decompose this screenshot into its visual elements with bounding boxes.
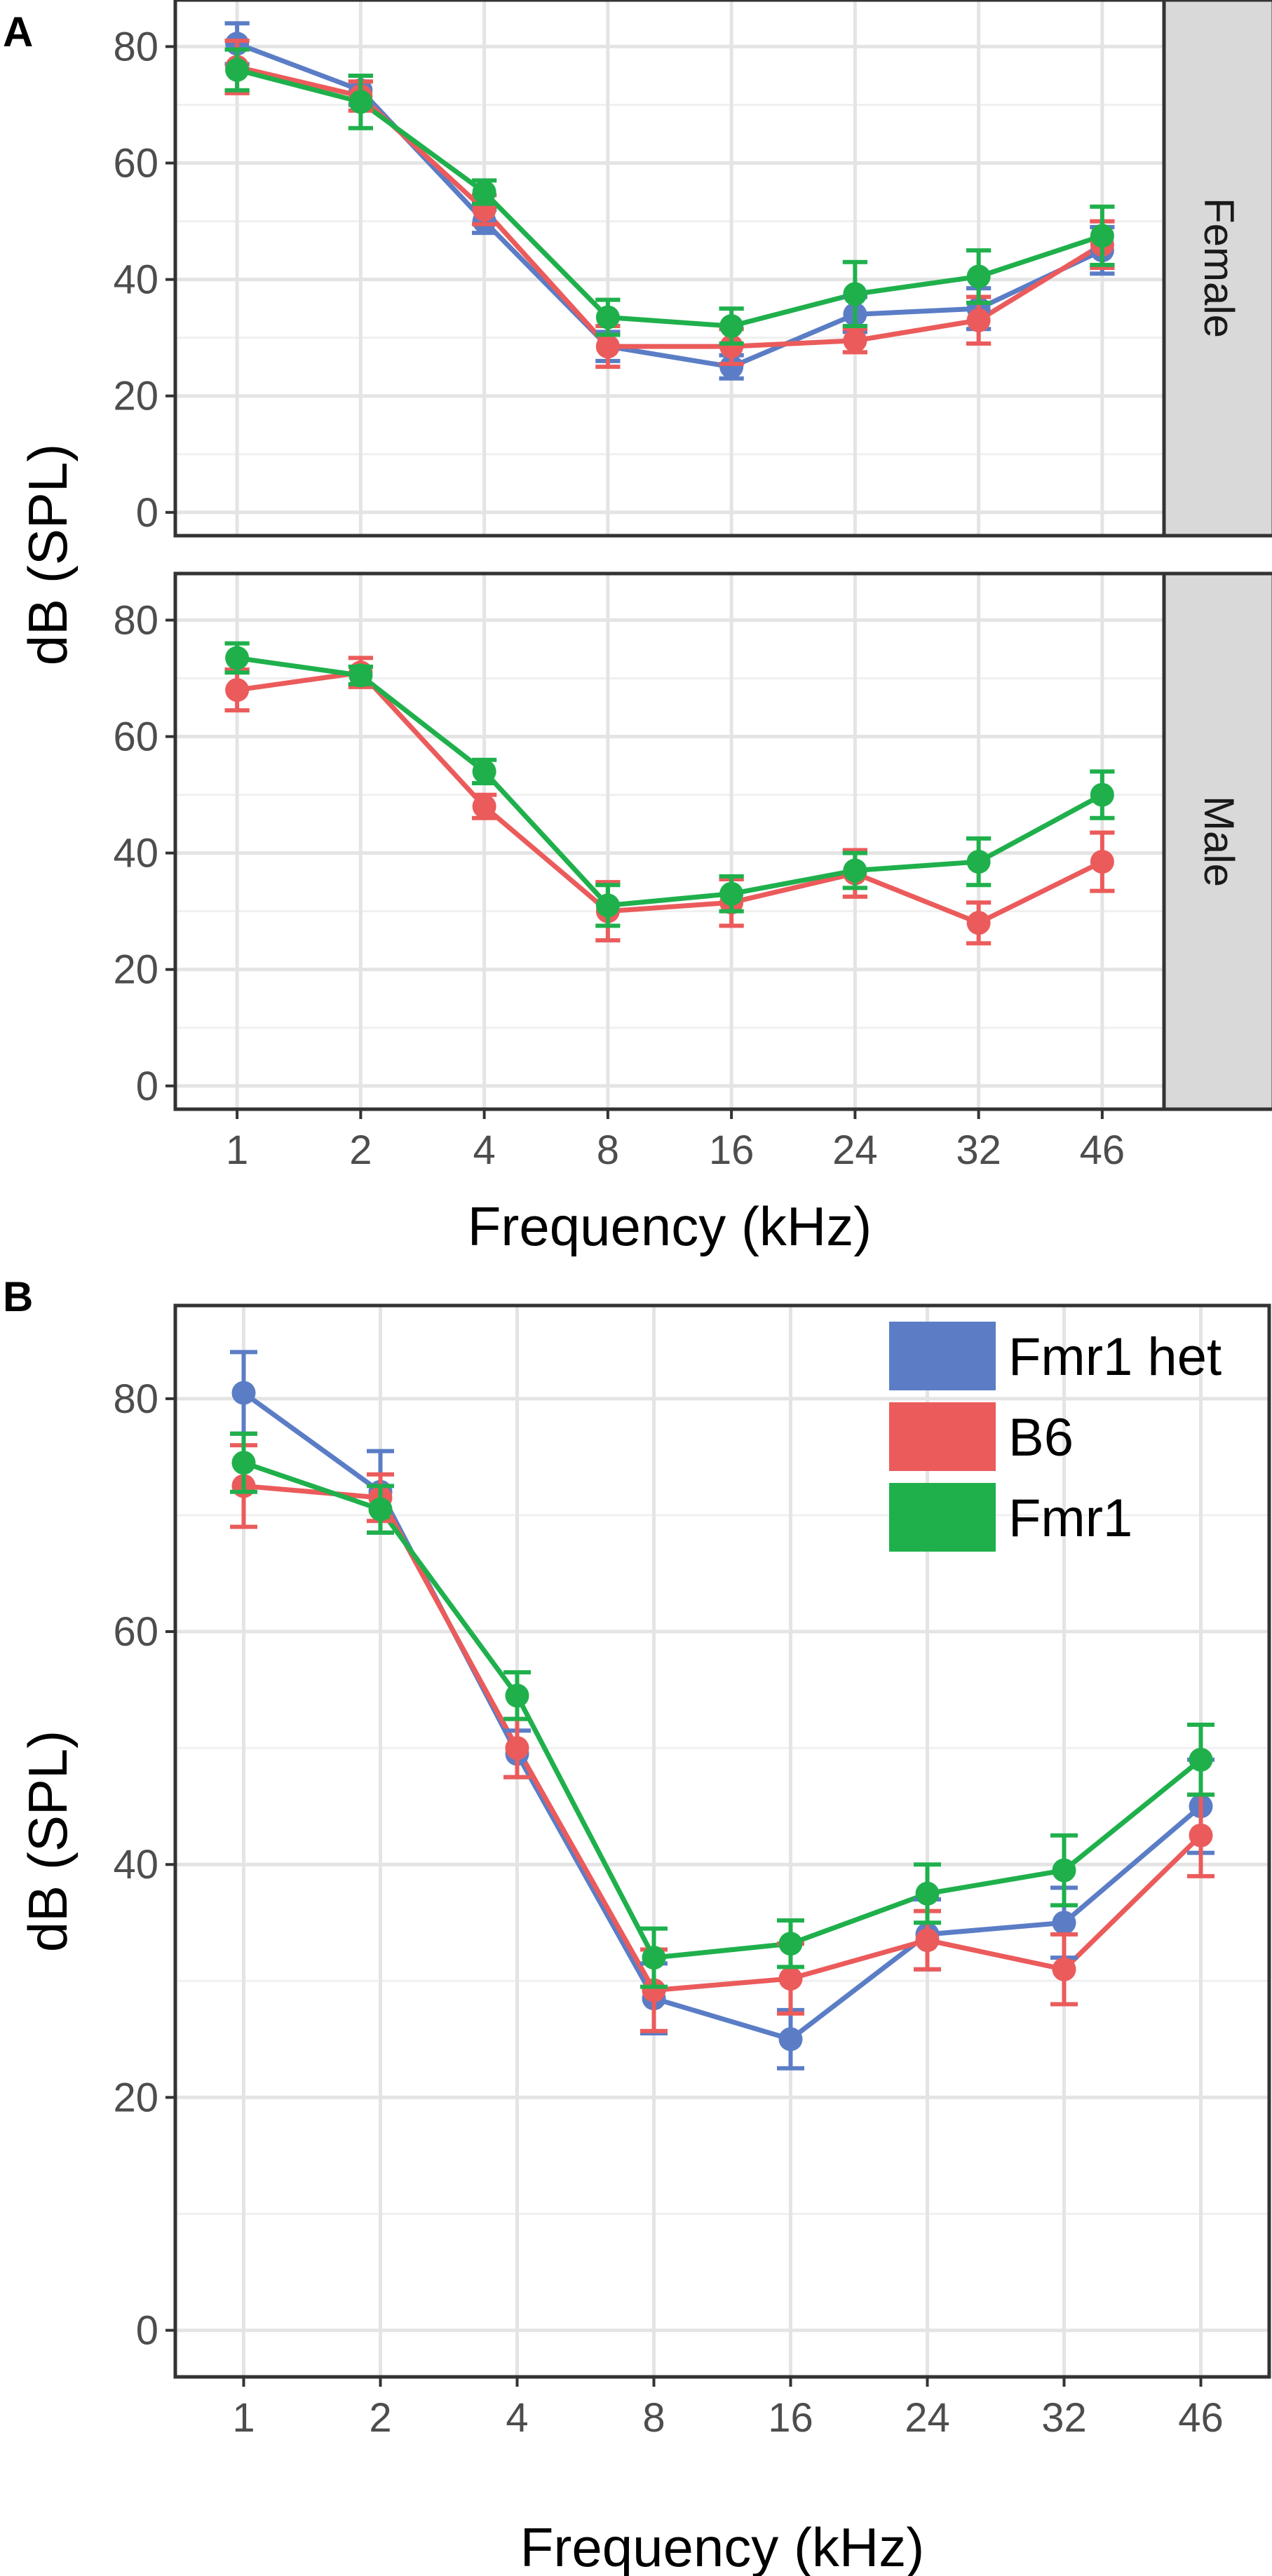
chart-a-female-point-b6 (843, 328, 867, 353)
chart-b-y-tick-label: 60 (113, 1609, 158, 1655)
chart-a-female-point-fmr1 (1090, 224, 1114, 248)
chart-b-y-tick-label: 20 (113, 2075, 158, 2120)
chart-a-male-point-b6 (225, 678, 250, 703)
chart-a-male-x-tick-label: 4 (473, 1127, 495, 1173)
chart-b-point-b6 (778, 1966, 803, 1991)
chart-a-female-y-tick-label: 60 (113, 141, 158, 187)
chart-a-female-y-tick-label: 40 (113, 257, 158, 303)
chart-a-male-x-tick-label: 1 (226, 1127, 248, 1173)
chart-a-female-y-tick-label: 80 (113, 24, 158, 69)
chart-a-female-point-fmr1-het (719, 355, 744, 379)
chart-a-female-point-fmr1 (349, 90, 373, 114)
chart-a-female-y-tick-label: 0 (136, 490, 158, 536)
chart-a-female-point-fmr1 (719, 314, 744, 339)
chart-a-male-line-fmr1 (236, 655, 1104, 908)
chart-a-male-y-tick-label: 0 (136, 1064, 158, 1109)
chart-b-point-fmr1-het (778, 2027, 803, 2052)
chart-b-point-fmr1-het (1052, 1911, 1076, 1935)
chart-b-point-b6 (642, 1978, 666, 2002)
legend-label-fmr1-het: Fmr1 het (1008, 1327, 1222, 1387)
chart-a-male-point-fmr1 (472, 759, 496, 784)
chart-b-point-b6 (505, 1736, 529, 1761)
y-axis-title-a: dB (SPL) (17, 444, 79, 665)
chart-a-female-point-b6 (595, 334, 620, 359)
chart-a-female-facet-label: Female (1196, 198, 1243, 338)
chart-b-panel-border (173, 1303, 1271, 2379)
chart-b-point-fmr1 (642, 1946, 666, 1970)
chart-b-x-tick-label: 16 (768, 2395, 813, 2441)
chart-b-x-tick-label: 46 (1178, 2395, 1224, 2441)
chart-a-male-point-fmr1 (1090, 782, 1114, 807)
chart-a-female-point-b6 (719, 334, 744, 359)
chart-b-x-tick-label: 4 (506, 2395, 528, 2441)
chart-b-x-tick-label: 1 (232, 2395, 255, 2441)
chart-b-point-fmr1 (1189, 1747, 1213, 1772)
chart-a-male-y-tick-label: 40 (113, 831, 158, 876)
chart-b-y-axis-title: dB (SPL) (17, 1730, 79, 1952)
chart-a-female-point-fmr1 (472, 180, 496, 205)
chart-a-male-facet-label: Male (1196, 796, 1243, 887)
chart-b-point-fmr1-het (231, 1381, 256, 1405)
chart-a-female-point-fmr1 (843, 282, 867, 306)
chart-b-point-fmr1 (915, 1881, 940, 1906)
chart-b-x-tick-label: 2 (369, 2395, 391, 2441)
chart-a-male-facet-strip (1162, 571, 1272, 1111)
chart-a-female-y-tick-label: 20 (113, 374, 158, 419)
chart-b-point-fmr1 (505, 1683, 529, 1708)
chart-b-x-axis-title: Frequency (kHz) (520, 2516, 924, 2576)
chart-a-male-point-b6 (472, 794, 496, 819)
chart-a-male-y-tick-label: 20 (113, 947, 158, 993)
chart-a-male-x-tick-label: 2 (349, 1127, 372, 1173)
panel-label-a: A (3, 8, 33, 55)
chart-a-male-point-fmr1 (349, 663, 373, 688)
chart-b-x-tick-label: 32 (1041, 2395, 1087, 2441)
chart-a-male-point-fmr1 (225, 646, 250, 670)
chart-b-y-tick-label: 80 (113, 1376, 158, 1422)
chart-a-male-plot-area (175, 574, 1164, 1109)
chart-a-female-point-fmr1 (966, 264, 991, 289)
chart-b-x-tick-label: 8 (642, 2395, 665, 2441)
chart-a-female-plot-area (175, 0, 1164, 536)
chart-a-female-line-fmr1 (236, 67, 1103, 329)
legend-label-b6: B6 (1008, 1408, 1074, 1467)
chart-b-point-fmr1 (1052, 1858, 1076, 1883)
chart-b-point-fmr1 (231, 1451, 256, 1475)
chart-a-female-point-fmr1 (595, 305, 620, 330)
chart-a-male-x-tick-label: 16 (709, 1127, 755, 1173)
chart-a-male-point-b6 (966, 911, 991, 935)
legend-label-fmr1: Fmr1 (1008, 1489, 1132, 1548)
chart-a-female-facet-strip (1162, 0, 1272, 538)
legend-key-b6 (889, 1402, 996, 1471)
chart-a-male-point-b6 (1090, 850, 1114, 874)
chart-a-male-x-tick-label: 32 (956, 1127, 1001, 1173)
chart-a-male-x-axis-title: Frequency (kHz) (468, 1195, 872, 1257)
chart-a-male-x-tick-label: 46 (1080, 1127, 1125, 1173)
chart-a-male-point-fmr1 (595, 893, 620, 918)
chart-a-female-point-fmr1 (225, 57, 250, 82)
chart-a-male-x-tick-label: 24 (832, 1127, 878, 1173)
panel-label-b: B (3, 1273, 33, 1320)
chart-b-y-tick-label: 40 (113, 1842, 158, 1887)
chart-b-point-fmr1 (778, 1932, 803, 1956)
chart-a-male-point-fmr1 (966, 850, 991, 874)
chart-a-male-y-tick-label: 80 (113, 597, 158, 643)
chart-a-male-point-fmr1 (719, 881, 744, 906)
legend-key-fmr1 (889, 1483, 996, 1552)
chart-b-plot-area (175, 1306, 1269, 2377)
chart-b-point-b6 (1052, 1957, 1076, 1981)
chart-b-point-fmr1 (368, 1497, 393, 1521)
chart-a-female-point-b6 (966, 308, 991, 332)
legend-key-fmr1-het (889, 1322, 996, 1390)
chart-b-point-b6 (1189, 1823, 1213, 1848)
chart-a-male-line-b6 (236, 670, 1104, 926)
chart-b-y-tick-label: 0 (136, 2308, 158, 2354)
chart-a-male-y-tick-label: 60 (113, 714, 158, 760)
chart-b-point-b6 (915, 1928, 940, 1953)
chart-a-male-x-tick-label: 8 (597, 1127, 619, 1173)
chart-b-x-tick-label: 24 (905, 2395, 950, 2441)
chart-b-line-fmr1 (243, 1460, 1203, 1960)
chart-a-male-point-fmr1 (843, 858, 867, 883)
